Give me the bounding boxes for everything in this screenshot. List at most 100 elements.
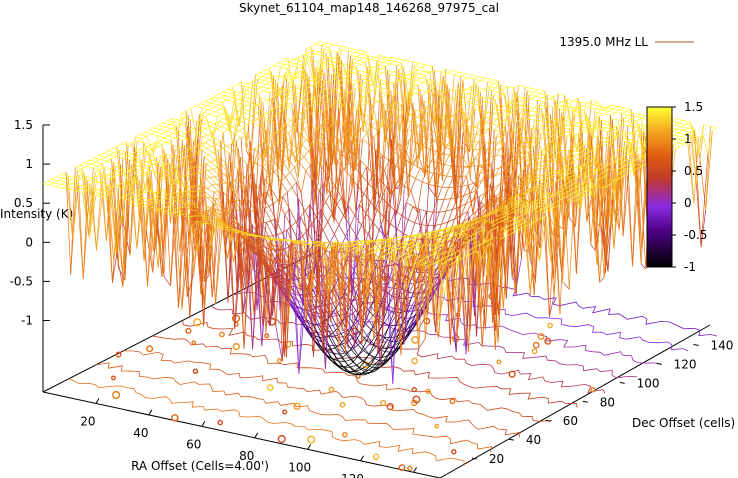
surface-segment (353, 81, 358, 85)
surface-segment (155, 171, 163, 250)
surface-segment (97, 173, 102, 177)
surface-segment (155, 166, 161, 250)
surface-segment (469, 211, 477, 218)
surface-segment (232, 84, 238, 88)
surface-segment (371, 84, 378, 88)
surface-segment (677, 118, 684, 121)
surface-segment (443, 198, 451, 200)
surface-segment (321, 166, 329, 177)
surface-segment (532, 158, 540, 161)
surface-segment (157, 135, 165, 139)
surface-segment (347, 71, 354, 74)
surface-segment (201, 150, 209, 156)
surface-segment (122, 155, 128, 159)
surface-segment (225, 95, 232, 98)
surface-segment (303, 150, 309, 157)
surface-segment (408, 244, 415, 246)
surface-segment (232, 124, 238, 128)
surface-segment (74, 174, 80, 178)
surface-segment (281, 123, 287, 128)
surface-segment (284, 116, 292, 121)
surface-segment (355, 341, 363, 350)
surface-segment (306, 83, 313, 86)
surface-segment (308, 124, 315, 193)
surface-segment (195, 146, 203, 151)
surface-segment (271, 94, 277, 98)
surface-segment (371, 70, 377, 75)
surface-segment (490, 102, 498, 106)
floor-contour (210, 305, 606, 394)
surface-segment (283, 96, 290, 100)
surface-segment (224, 153, 230, 228)
surface-segment (173, 204, 181, 209)
surface-segment (104, 154, 110, 158)
surface-segment (220, 141, 228, 147)
surface-segment (318, 102, 326, 106)
surface-segment (323, 56, 329, 60)
surface-segment (312, 49, 320, 53)
surface-segment (623, 117, 631, 120)
surface-segment (221, 126, 228, 131)
surface-segment (393, 79, 399, 84)
surface-segment (508, 102, 516, 105)
surface-segment (492, 123, 499, 126)
surface-segment (69, 186, 75, 190)
surface-segment (396, 62, 402, 66)
surface-segment (357, 139, 363, 147)
surface-segment (263, 80, 271, 83)
surface-segment (217, 115, 224, 120)
surface-segment (459, 117, 466, 120)
floor-contour-spot (191, 340, 197, 346)
surface-segment (244, 161, 253, 235)
surface-segment (139, 132, 145, 136)
surface-segment (674, 134, 681, 138)
surface-segment (189, 207, 195, 319)
surface-segment (311, 67, 317, 114)
surface-segment (286, 120, 292, 125)
surface-segment (267, 85, 273, 89)
surface-segment (167, 168, 172, 171)
surface-segment (162, 169, 168, 172)
surface-segment (252, 118, 258, 123)
surface-segment (288, 79, 294, 83)
surface-segment (294, 144, 303, 163)
surface-segment (157, 207, 166, 268)
surface-segment (164, 126, 172, 130)
surface-segment (471, 85, 479, 89)
surface-segment (101, 173, 107, 242)
surface-segment (328, 44, 334, 48)
surface-segment (319, 41, 327, 44)
surface-segment (365, 122, 372, 127)
surface-segment (95, 161, 103, 164)
surface-segment (177, 210, 183, 213)
surface-segment (153, 164, 161, 168)
surface-segment (576, 154, 584, 156)
surface-segment (371, 60, 378, 120)
surface-segment (337, 124, 344, 192)
surface-segment (160, 129, 168, 132)
surface-segment (200, 128, 206, 132)
surface-segment (472, 74, 479, 78)
surface-segment (209, 177, 217, 185)
surface-segment (402, 77, 410, 80)
surface-segment (388, 204, 396, 211)
surface-segment (264, 205, 270, 209)
surface-segment (408, 219, 416, 224)
surface-segment (407, 71, 413, 76)
surface-segment (437, 90, 445, 93)
surface-segment (678, 142, 685, 145)
surface-segment (302, 100, 308, 104)
floor-contour-spot (115, 351, 122, 358)
surface-segment (52, 178, 59, 181)
surface-segment (210, 113, 218, 117)
surface-segment (594, 221, 602, 228)
surface-segment (267, 134, 274, 139)
surface-segment (380, 79, 387, 82)
surface-segment (316, 209, 322, 218)
surface-segment (295, 73, 303, 76)
surface-segment (263, 77, 269, 81)
surface-segment (240, 100, 246, 104)
surface-segment (273, 112, 279, 117)
surface-segment (438, 75, 444, 154)
surface-segment (193, 140, 201, 145)
